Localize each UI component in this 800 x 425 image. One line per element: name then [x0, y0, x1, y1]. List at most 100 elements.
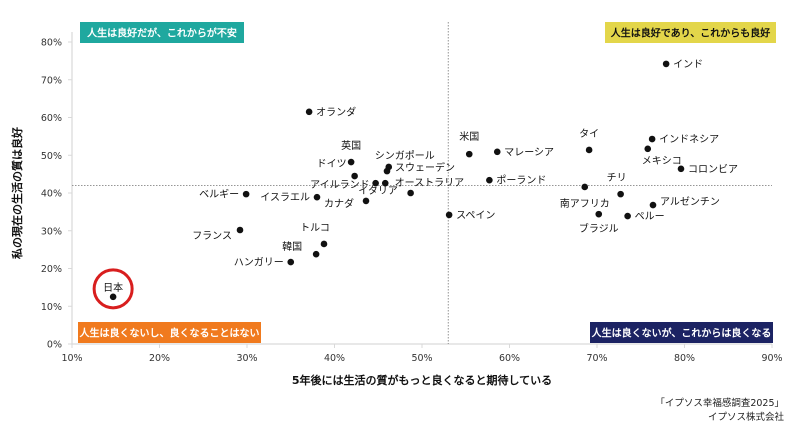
data-point-label: マレーシア: [504, 147, 554, 158]
data-point-group: アルゼンチン: [649, 196, 720, 209]
y-tick-label: 10%: [41, 302, 62, 313]
data-point-group: ブラジル: [579, 210, 619, 235]
data-point-group: 日本: [92, 268, 134, 310]
data-point-label: イタリア: [358, 185, 398, 197]
data-point-group: マレーシア: [493, 147, 554, 158]
data-point-group: メキシコ: [642, 145, 682, 167]
data-point: [372, 179, 379, 187]
data-point: [351, 172, 358, 180]
data-point: [465, 150, 473, 158]
y-axis-title: 私の現在の生活の質は良好: [10, 127, 24, 259]
data-point-label: タイ: [579, 128, 599, 140]
x-tick-label: 90%: [761, 353, 782, 364]
data-point-group: ポーランド: [486, 175, 546, 187]
data-point-label: ペルー: [635, 212, 665, 223]
quadrant-label-top-left: 人生は良好だが、これからが不安: [80, 22, 244, 43]
quadrant-label-bottom-left: 人生は良くないし、良くなることはない: [78, 322, 261, 343]
data-point: [362, 197, 370, 205]
data-point-label: ドイツ: [317, 159, 347, 170]
source-title: 「イプソス幸福感調査2025」: [655, 397, 784, 409]
data-point-label: チリ: [607, 172, 627, 184]
data-point-group: スペイン: [445, 210, 495, 221]
data-point: [624, 212, 631, 220]
data-point-label: 日本: [103, 281, 123, 294]
y-tick-label: 20%: [41, 264, 62, 275]
data-point: [347, 158, 355, 166]
x-tick-label: 10%: [61, 353, 82, 364]
data-point-group: フランス: [192, 226, 244, 242]
quadrant-label-text: 人生は良くないし、良くなることはない: [80, 327, 260, 340]
data-point-group: コロンビア: [677, 163, 738, 175]
data-point-group: オーストラリア: [395, 177, 465, 197]
data-point: [595, 210, 603, 218]
data-point: [445, 211, 453, 219]
data-point: [649, 201, 657, 209]
data-point-label: オランダ: [316, 105, 356, 118]
data-point-group: ペルー: [624, 212, 665, 223]
y-tick-label: 30%: [41, 226, 62, 237]
data-point: [677, 165, 685, 173]
data-point-label: ブラジル: [579, 222, 619, 235]
data-point: [242, 190, 250, 198]
quadrant-label-text: 人生は良くないが、これからは良くなる: [592, 327, 772, 340]
data-point-group: カナダ: [324, 197, 370, 210]
data-point-label: 英国: [341, 139, 361, 152]
data-point-group: ハンガリー: [234, 257, 295, 269]
axes: 10% 20% 30% 40% 50% 60% 70% 80% 90% 0% 10% 20% 30% 40…: [41, 32, 783, 364]
data-point: [383, 167, 391, 175]
data-point-group: イタリア: [358, 179, 398, 197]
quadrant-label-background: [78, 322, 261, 343]
data-point-label: インド: [673, 59, 703, 70]
x-tick-label: 50%: [411, 353, 432, 364]
data-point: [287, 258, 295, 266]
data-point: [109, 293, 117, 301]
data-point-group: ドイツ: [317, 159, 358, 180]
data-point: [305, 108, 313, 116]
x-tick-label: 40%: [324, 353, 345, 364]
data-point: [320, 240, 328, 248]
data-point-label: 米国: [459, 130, 479, 143]
y-tick-label: 50%: [41, 151, 62, 162]
data-point: [312, 250, 320, 258]
data-point: [662, 60, 670, 68]
data-point-label: イスラエル: [260, 192, 310, 204]
data-point-group: 米国: [459, 130, 479, 158]
data-point-group: トルコ: [300, 223, 330, 248]
data-point-group: アイルランド: [310, 179, 379, 191]
data-point: [585, 146, 593, 154]
data-point-label: 南アフリカ: [560, 197, 610, 210]
data-point-label: 韓国: [282, 241, 302, 253]
data-point-label: フランス: [192, 230, 232, 242]
x-tick-label: 70%: [586, 353, 607, 364]
data-point: [236, 226, 244, 234]
data-point-label: コロンビア: [688, 163, 738, 175]
y-tick-label: 0%: [47, 340, 62, 351]
highlight-circle: [92, 268, 134, 310]
data-point-label: ハンガリー: [234, 257, 284, 269]
data-point-label: オーストラリア: [395, 177, 465, 189]
data-point-label: アルゼンチン: [660, 196, 720, 208]
y-tick-label: 70%: [41, 75, 62, 86]
data-point-label: インドネシア: [659, 134, 719, 146]
data-point: [617, 190, 624, 198]
data-point-group: インドネシア: [648, 134, 719, 146]
x-tick-label: 60%: [499, 353, 520, 364]
data-point-group: ベルギー: [199, 189, 250, 201]
y-tick-label: 40%: [41, 189, 62, 200]
quadrant-label-top-right: 人生は良好であり、これからも良好: [605, 22, 776, 43]
quadrant-label-text: 人生は良好であり、これからも良好: [611, 27, 771, 40]
quadrant-label-background: [80, 22, 244, 43]
quadrant-label-text: 人生は良好だが、これからが不安: [87, 27, 237, 40]
x-tick-label: 80%: [674, 353, 695, 364]
data-point-group: 南アフリカ: [560, 183, 610, 210]
data-point: [407, 189, 414, 197]
data-point: [486, 176, 493, 184]
data-point-label: シンガポール: [375, 150, 435, 162]
x-axis-title: 5年後には生活の質がもっと良くなると期待している: [292, 373, 552, 387]
data-point: [493, 148, 501, 156]
x-tick-label: 30%: [236, 353, 257, 364]
data-point-label: スウェーデン: [395, 161, 455, 174]
data-point-group: スウェーデン: [383, 161, 455, 175]
